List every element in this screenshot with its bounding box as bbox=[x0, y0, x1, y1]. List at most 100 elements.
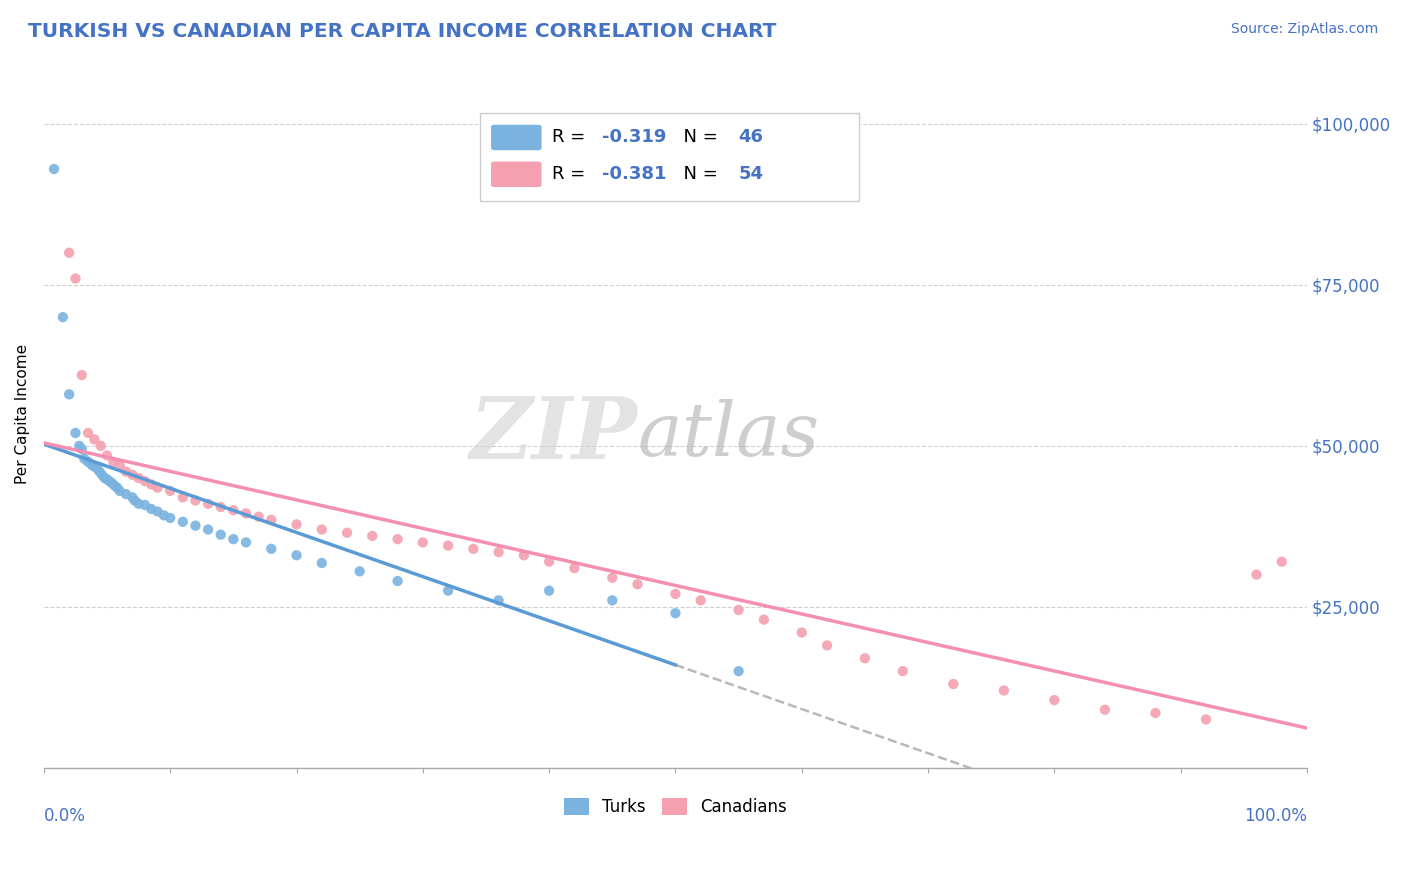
Text: ZIP: ZIP bbox=[470, 393, 637, 476]
Text: Source: ZipAtlas.com: Source: ZipAtlas.com bbox=[1230, 22, 1378, 37]
Point bbox=[600, 593, 623, 607]
Point bbox=[153, 508, 176, 523]
Point bbox=[993, 683, 1015, 698]
Point bbox=[664, 606, 686, 620]
Point bbox=[437, 583, 460, 598]
Point bbox=[689, 593, 711, 607]
Text: atlas: atlas bbox=[637, 399, 820, 471]
FancyBboxPatch shape bbox=[479, 112, 859, 202]
Point bbox=[463, 541, 485, 556]
Point bbox=[104, 479, 127, 493]
Point bbox=[412, 535, 434, 549]
Point bbox=[93, 471, 115, 485]
Point bbox=[101, 476, 124, 491]
Text: 54: 54 bbox=[738, 165, 763, 184]
Point bbox=[1094, 703, 1116, 717]
Point bbox=[65, 425, 87, 440]
Point bbox=[141, 502, 163, 516]
Point bbox=[77, 455, 100, 469]
Point bbox=[1144, 706, 1167, 720]
Point bbox=[103, 455, 125, 469]
Point bbox=[361, 529, 384, 543]
Point bbox=[513, 549, 536, 563]
Text: R =: R = bbox=[551, 165, 591, 184]
Point bbox=[1271, 555, 1294, 569]
Point bbox=[83, 433, 105, 447]
Point bbox=[336, 525, 359, 540]
Text: N =: N = bbox=[672, 165, 723, 184]
Point bbox=[260, 541, 283, 556]
Point bbox=[141, 477, 163, 491]
Point bbox=[134, 498, 156, 512]
FancyBboxPatch shape bbox=[491, 125, 541, 150]
Point bbox=[1246, 567, 1268, 582]
Point bbox=[260, 513, 283, 527]
Point bbox=[134, 475, 156, 489]
Point bbox=[488, 545, 510, 559]
Point bbox=[128, 497, 150, 511]
Point bbox=[58, 387, 80, 401]
Text: N =: N = bbox=[672, 128, 723, 146]
Point bbox=[42, 162, 65, 177]
Point bbox=[311, 523, 333, 537]
Point bbox=[80, 458, 103, 472]
Point bbox=[387, 574, 409, 588]
Point bbox=[285, 517, 308, 532]
Point bbox=[891, 664, 914, 678]
Point bbox=[1043, 693, 1066, 707]
Point bbox=[105, 481, 128, 495]
Point bbox=[197, 523, 219, 537]
Text: R =: R = bbox=[551, 128, 591, 146]
Point bbox=[172, 515, 194, 529]
Legend: Turks, Canadians: Turks, Canadians bbox=[557, 791, 794, 823]
Point bbox=[247, 509, 270, 524]
Point bbox=[70, 442, 93, 456]
Point bbox=[65, 271, 87, 285]
Point bbox=[1195, 713, 1218, 727]
Point bbox=[815, 639, 838, 653]
Point bbox=[108, 458, 131, 472]
Point bbox=[159, 483, 181, 498]
Text: -0.381: -0.381 bbox=[602, 165, 666, 184]
Point bbox=[115, 487, 138, 501]
Text: 0.0%: 0.0% bbox=[44, 806, 86, 824]
Point bbox=[146, 504, 169, 518]
Point bbox=[83, 459, 105, 474]
Text: TURKISH VS CANADIAN PER CAPITA INCOME CORRELATION CHART: TURKISH VS CANADIAN PER CAPITA INCOME CO… bbox=[28, 22, 776, 41]
Point bbox=[727, 664, 749, 678]
Point bbox=[222, 532, 245, 546]
Point bbox=[727, 603, 749, 617]
Point bbox=[387, 532, 409, 546]
Text: -0.319: -0.319 bbox=[602, 128, 666, 146]
Point bbox=[184, 518, 207, 533]
Point bbox=[98, 475, 121, 489]
Point bbox=[96, 472, 118, 486]
Point bbox=[96, 449, 118, 463]
Point bbox=[184, 493, 207, 508]
Point bbox=[91, 467, 114, 482]
Point bbox=[128, 471, 150, 485]
Point bbox=[600, 571, 623, 585]
Point bbox=[89, 465, 111, 479]
Point bbox=[538, 583, 561, 598]
Point bbox=[108, 483, 131, 498]
Y-axis label: Per Capita Income: Per Capita Income bbox=[15, 343, 30, 483]
Point bbox=[752, 613, 775, 627]
Point bbox=[853, 651, 876, 665]
Point bbox=[121, 467, 143, 482]
Point bbox=[86, 461, 108, 475]
Point bbox=[222, 503, 245, 517]
Point bbox=[52, 310, 75, 324]
Point bbox=[790, 625, 813, 640]
Point bbox=[115, 465, 138, 479]
Point bbox=[90, 439, 112, 453]
Point bbox=[58, 245, 80, 260]
FancyBboxPatch shape bbox=[491, 161, 541, 187]
Point bbox=[70, 368, 93, 382]
Point bbox=[197, 497, 219, 511]
Point bbox=[285, 549, 308, 563]
Point bbox=[349, 565, 371, 579]
Text: 100.0%: 100.0% bbox=[1244, 806, 1308, 824]
Point bbox=[538, 555, 561, 569]
Point bbox=[146, 481, 169, 495]
